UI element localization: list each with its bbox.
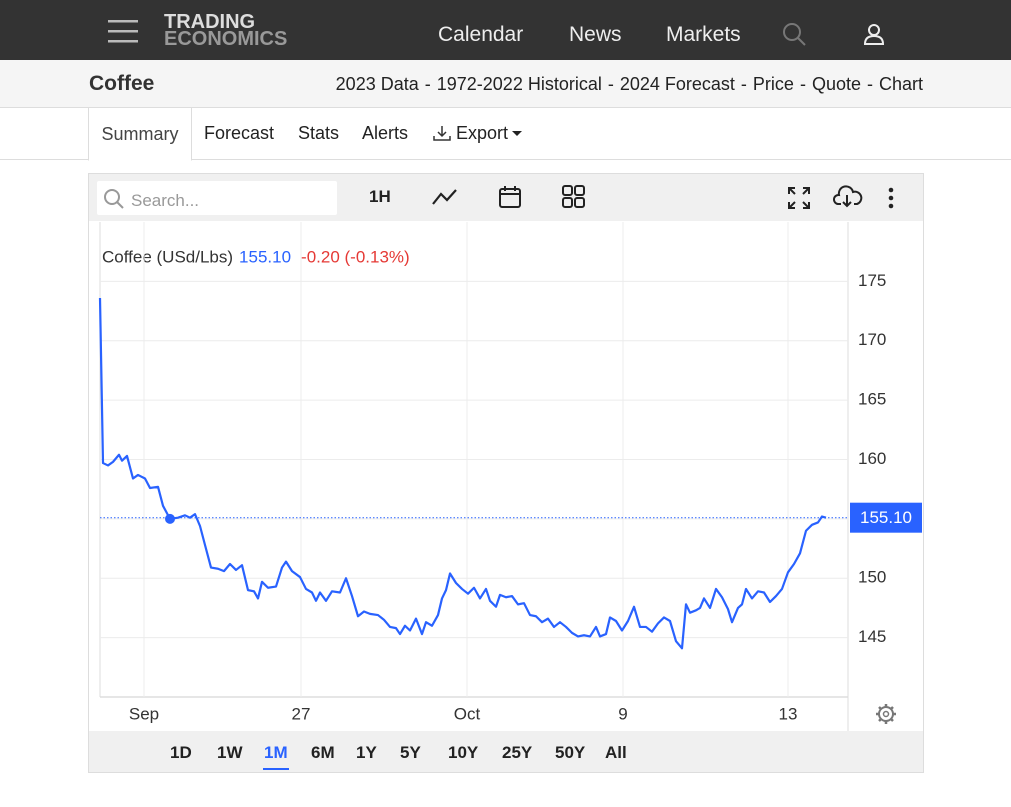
- search-box[interactable]: Search...: [97, 181, 337, 215]
- tab[interactable]: Export: [456, 123, 509, 143]
- chart-toolbar: Search... 1H: [89, 174, 923, 221]
- tab[interactable]: Summary: [88, 107, 192, 161]
- range-button[interactable]: 1M: [263, 743, 289, 770]
- price-line: [98, 297, 827, 650]
- x-tick-label: Oct: [454, 704, 481, 723]
- legend-name: Coffee (USd/Lbs): [102, 247, 233, 266]
- x-tick-label: Sep: [129, 704, 159, 723]
- separator: -: [607, 74, 614, 94]
- separator: -: [866, 74, 873, 94]
- separator: -: [799, 74, 806, 94]
- nav-link[interactable]: Calendar: [438, 23, 524, 46]
- settings-icon[interactable]: [876, 704, 896, 724]
- more-icon[interactable]: [887, 186, 895, 210]
- logo-bottom: ECONOMICS: [164, 28, 288, 50]
- fullscreen-icon[interactable]: [787, 186, 811, 210]
- logo-top: TRADING: [164, 11, 256, 33]
- nav-link[interactable]: News: [569, 23, 622, 46]
- tab[interactable]: Alerts: [362, 123, 409, 143]
- sub-link[interactable]: 2023 Data: [335, 74, 419, 94]
- range-button[interactable]: 50Y: [555, 743, 586, 762]
- legend-price: 155.10: [239, 247, 291, 266]
- nav-link[interactable]: Markets: [666, 23, 741, 46]
- page-title: Coffee: [89, 72, 155, 95]
- tab[interactable]: Forecast: [204, 123, 275, 143]
- range-bar: 1D 1W 1M 6M 1Y 5Y 10Y 25Y 50Y All: [89, 731, 923, 772]
- user-icon[interactable]: [862, 22, 888, 48]
- chart-type-icon[interactable]: [431, 186, 459, 208]
- range-button[interactable]: 25Y: [502, 743, 533, 762]
- range-button[interactable]: 1Y: [356, 743, 377, 762]
- x-tick-label: 9: [618, 704, 627, 723]
- sub-link[interactable]: Chart: [878, 74, 923, 94]
- x-tick-label: 13: [779, 704, 798, 723]
- range-button[interactable]: 6M: [311, 743, 335, 762]
- y-tick-label: 150: [858, 568, 886, 587]
- legend-change: -0.20 (-0.13%): [301, 247, 410, 266]
- interval-button[interactable]: 1H: [369, 187, 391, 206]
- search-icon: [104, 189, 124, 209]
- sub-link[interactable]: 2024 Forecast: [619, 74, 735, 94]
- price-tag: [850, 502, 922, 533]
- range-button[interactable]: 1W: [217, 743, 243, 762]
- hover-point: [165, 513, 175, 524]
- search-icon[interactable]: [782, 22, 808, 48]
- y-tick-label: 145: [858, 627, 886, 646]
- tab[interactable]: Stats: [298, 123, 340, 143]
- plot: 145150155160165170175Sep27Oct913: [99, 222, 886, 731]
- range-button[interactable]: 5Y: [400, 743, 421, 762]
- chart-card: [88, 173, 924, 773]
- export-icon: [433, 126, 451, 141]
- calendar-icon[interactable]: [497, 184, 523, 210]
- range-button[interactable]: 10Y: [448, 743, 479, 762]
- logo[interactable]: TRADING ECONOMICS: [164, 11, 288, 50]
- sub-header: Coffee 2023 Data -1972-2022 Historical -20…: [0, 60, 1011, 108]
- download-icon[interactable]: [833, 184, 863, 210]
- price-tag-label: 155.10: [860, 508, 912, 527]
- layout-icon[interactable]: [561, 184, 587, 210]
- search-placeholder: Search...: [131, 191, 200, 210]
- range-button[interactable]: 1D: [170, 743, 192, 762]
- sub-link[interactable]: 1972-2022 Historical: [436, 74, 602, 94]
- top-nav: TRADING ECONOMICS Calendar News Markets: [0, 0, 1011, 60]
- range-button[interactable]: All: [605, 743, 627, 762]
- menu-icon[interactable]: [108, 18, 140, 46]
- separator: -: [424, 74, 431, 94]
- y-tick-label: 165: [858, 390, 886, 409]
- sub-links: 2023 Data -1972-2022 Historical -2024 Fore…: [336, 74, 923, 95]
- sub-link[interactable]: Quote: [811, 74, 861, 94]
- dropdown-caret: [512, 131, 522, 136]
- y-tick-label: 175: [858, 271, 886, 290]
- y-tick-label: 160: [858, 449, 886, 468]
- x-tick-label: 27: [292, 704, 311, 723]
- sub-link[interactable]: Price: [752, 74, 794, 94]
- tabs: Summary Forecast Stats Alerts Export: [0, 107, 1011, 161]
- separator: -: [740, 74, 747, 94]
- y-tick-label: 170: [858, 330, 886, 349]
